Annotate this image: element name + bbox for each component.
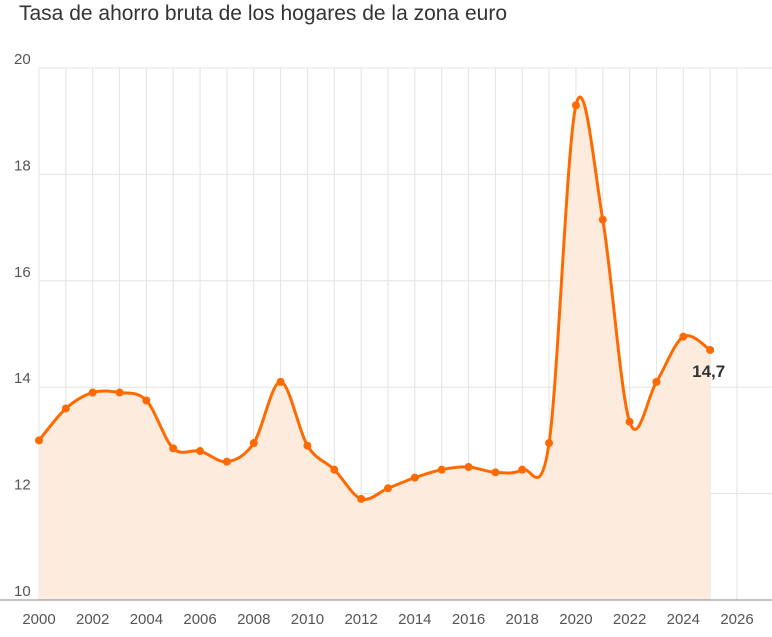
last-value-label: 14,7: [692, 362, 725, 381]
area-fill: [39, 97, 711, 600]
y-tick-labels: 10 12 14 16 18 20: [14, 51, 31, 600]
x-tick-label-2018: 2018: [506, 611, 539, 628]
data-point-2008: [249, 439, 258, 448]
data-points: [35, 101, 715, 503]
y-tick-label-10: 10: [14, 583, 31, 600]
data-point-2022: [625, 417, 634, 426]
data-point-2013: [384, 484, 392, 493]
x-tick-label-2008: 2008: [237, 611, 270, 628]
data-point-2004: [142, 396, 151, 405]
data-point-2023: [652, 377, 661, 386]
x-tick-label-2002: 2002: [76, 611, 109, 628]
data-point-2020: [571, 101, 580, 110]
y-tick-label-16: 16: [14, 264, 31, 281]
data-point-2002: [88, 388, 97, 397]
data-point-2024: [679, 332, 688, 341]
data-point-2007: [222, 457, 231, 466]
x-tick-label-2024: 2024: [667, 611, 700, 628]
x-tick-label-2014: 2014: [398, 611, 431, 628]
chart-title: Tasa de ahorro bruta de los hogares de l…: [19, 2, 507, 25]
data-point-2019: [545, 439, 554, 448]
data-point-2000: [35, 436, 43, 445]
x-tick-label-2022: 2022: [613, 611, 646, 628]
data-point-2011: [330, 465, 339, 474]
x-tick-label-2020: 2020: [559, 611, 592, 628]
data-point-2015: [437, 465, 446, 474]
data-point-2010: [303, 441, 312, 450]
x-tick-label-2000: 2000: [22, 611, 55, 628]
data-point-2014: [410, 473, 419, 482]
y-tick-label-12: 12: [14, 477, 31, 494]
x-tick-label-2016: 2016: [452, 611, 485, 628]
x-tick-label-2012: 2012: [344, 611, 377, 628]
data-point-2006: [196, 447, 205, 456]
y-tick-label-20: 20: [14, 51, 31, 68]
data-point-2016: [464, 463, 473, 471]
data-point-2018: [518, 465, 527, 474]
x-tick-labels: 2000 2002 2004 2006 2008 2010 2012 2014 2016 2018…: [22, 611, 753, 628]
data-point-2021: [598, 215, 607, 224]
x-tick-label-2004: 2004: [130, 611, 163, 628]
data-point-2005: [169, 444, 178, 453]
data-point-2012: [357, 494, 366, 503]
data-point-2009: [276, 377, 285, 386]
x-tick-label-2010: 2010: [291, 611, 324, 628]
y-tick-label-14: 14: [14, 370, 31, 387]
x-tick-label-2026: 2026: [720, 611, 753, 628]
x-tick-label-2006: 2006: [183, 611, 216, 628]
data-point-2003: [115, 388, 124, 397]
data-point-2001: [61, 404, 70, 413]
data-point-2025: [706, 345, 715, 354]
y-tick-label-18: 18: [14, 157, 31, 174]
data-point-2017: [491, 468, 500, 477]
